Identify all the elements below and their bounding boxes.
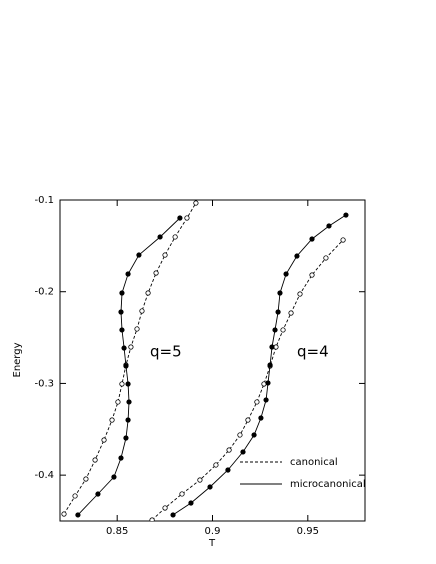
marker — [128, 344, 134, 350]
marker — [162, 252, 168, 258]
y-axis-label: Energy — [12, 342, 23, 377]
y-tick-label: -0.1 — [34, 195, 54, 206]
marker — [197, 477, 203, 483]
x-tick-label: 0.95 — [297, 526, 319, 537]
curve — [151, 239, 344, 521]
marker — [95, 491, 101, 497]
marker — [115, 399, 121, 405]
marker — [157, 234, 163, 240]
marker — [240, 449, 246, 455]
marker — [245, 417, 251, 423]
marker — [118, 455, 124, 461]
marker — [119, 290, 125, 296]
marker — [193, 200, 199, 206]
curve — [63, 202, 197, 515]
marker — [123, 363, 129, 369]
marker — [75, 512, 81, 518]
legend-label: canonical — [290, 457, 338, 468]
marker — [149, 517, 155, 521]
marker — [109, 417, 115, 423]
marker — [277, 290, 283, 296]
marker — [294, 253, 300, 259]
marker — [258, 415, 264, 421]
marker — [136, 252, 142, 258]
marker — [153, 270, 159, 276]
marker — [283, 271, 289, 277]
y-tick-label: -0.2 — [34, 287, 54, 298]
marker — [269, 344, 275, 350]
marker — [207, 484, 213, 490]
marker — [119, 327, 125, 333]
marker — [92, 457, 98, 463]
marker — [145, 290, 151, 296]
marker — [179, 491, 185, 497]
marker — [139, 308, 145, 314]
marker — [126, 399, 132, 405]
marker — [101, 437, 107, 443]
plot-frame — [59, 199, 366, 522]
marker — [226, 447, 232, 453]
marker — [184, 215, 190, 221]
marker — [237, 432, 243, 438]
marker — [119, 381, 125, 387]
marker — [254, 399, 260, 405]
x-tick-label: 0.85 — [106, 526, 128, 537]
marker — [61, 511, 67, 517]
marker — [251, 432, 257, 438]
marker — [343, 212, 349, 218]
marker — [162, 505, 168, 511]
marker — [121, 345, 127, 351]
marker — [323, 255, 329, 261]
curve — [172, 214, 347, 516]
plot-area — [61, 200, 349, 521]
x-axis-label: T — [208, 538, 216, 549]
y-tick-label: -0.3 — [34, 378, 54, 389]
marker — [267, 362, 273, 368]
marker — [118, 309, 124, 315]
marker — [340, 237, 346, 243]
legend-label: microcanonical — [290, 479, 366, 490]
marker — [170, 512, 176, 518]
marker — [275, 309, 281, 315]
marker — [172, 234, 178, 240]
marker — [265, 380, 271, 386]
annotation: q=5 — [150, 343, 182, 361]
marker — [272, 327, 278, 333]
marker — [177, 215, 183, 221]
marker — [309, 236, 315, 242]
marker — [72, 493, 78, 499]
marker — [123, 435, 129, 441]
y-tick-label: -0.4 — [34, 470, 54, 481]
annotation: q=4 — [297, 343, 329, 361]
marker — [225, 467, 231, 473]
marker — [83, 476, 89, 482]
marker — [326, 223, 332, 229]
marker — [263, 397, 269, 403]
marker — [213, 462, 219, 468]
marker — [280, 327, 286, 333]
marker — [125, 381, 131, 387]
marker — [125, 417, 131, 423]
curve — [77, 217, 181, 516]
x-tick-label: 0.9 — [205, 526, 221, 537]
marker — [297, 291, 303, 297]
marker — [125, 271, 131, 277]
marker — [188, 500, 194, 506]
marker — [288, 310, 294, 316]
marker — [134, 326, 140, 332]
marker — [111, 474, 117, 480]
marker — [309, 272, 315, 278]
